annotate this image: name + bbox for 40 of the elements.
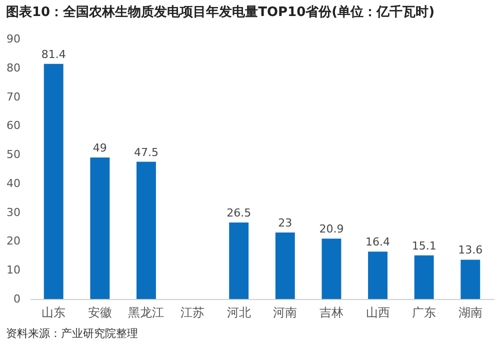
x-tick-label: 河北 [226, 306, 251, 320]
bar [322, 238, 342, 299]
y-tick-label: 20 [6, 234, 20, 248]
y-tick-label: 90 [6, 32, 20, 46]
data-label: 16.4 [366, 236, 390, 249]
y-tick-label: 70 [6, 90, 20, 104]
x-tick-label: 河南 [273, 306, 298, 320]
y-tick-label: 50 [6, 148, 20, 162]
bar [414, 255, 434, 299]
x-tick-label: 广东 [412, 306, 436, 320]
x-tick-label: 黑龙江 [128, 306, 164, 320]
y-tick-label: 40 [6, 176, 20, 190]
x-tick-label: 安徽 [88, 306, 112, 320]
data-label: 26.5 [226, 206, 252, 220]
x-tick-label: 山东 [42, 306, 66, 320]
text: 资料来源：产业研究院整理 [6, 326, 138, 341]
bar [44, 64, 64, 299]
data-label: 49 [92, 141, 107, 154]
x-tick-label: 江苏 [180, 306, 205, 320]
data-label: 81.4 [41, 48, 66, 61]
y-tick-label: 60 [6, 119, 20, 132]
data-label: 23 [278, 216, 292, 230]
bar [368, 252, 388, 299]
bar [90, 157, 110, 299]
data-label: 47.5 [134, 146, 158, 159]
bar [460, 260, 480, 299]
data-label: 15.1 [412, 239, 436, 252]
y-tick-label: 80 [6, 61, 20, 74]
bar [275, 232, 295, 299]
x-tick-label: 山西 [366, 306, 390, 320]
chart-title: 图表10：全国农林生物质发电项目年发电量TOP10省份(单位：亿千瓦时) [6, 4, 435, 20]
y-tick-label: 10 [6, 264, 20, 277]
x-tick-label: 湖南 [458, 306, 482, 320]
bar [229, 222, 249, 299]
y-tick-label: 30 [6, 206, 20, 219]
data-label: 20.9 [319, 222, 344, 236]
data-label: 13.6 [458, 244, 483, 257]
y-tick-label: 0 [14, 292, 20, 306]
x-tick-label: 吉林 [319, 306, 344, 320]
bar [136, 162, 156, 299]
